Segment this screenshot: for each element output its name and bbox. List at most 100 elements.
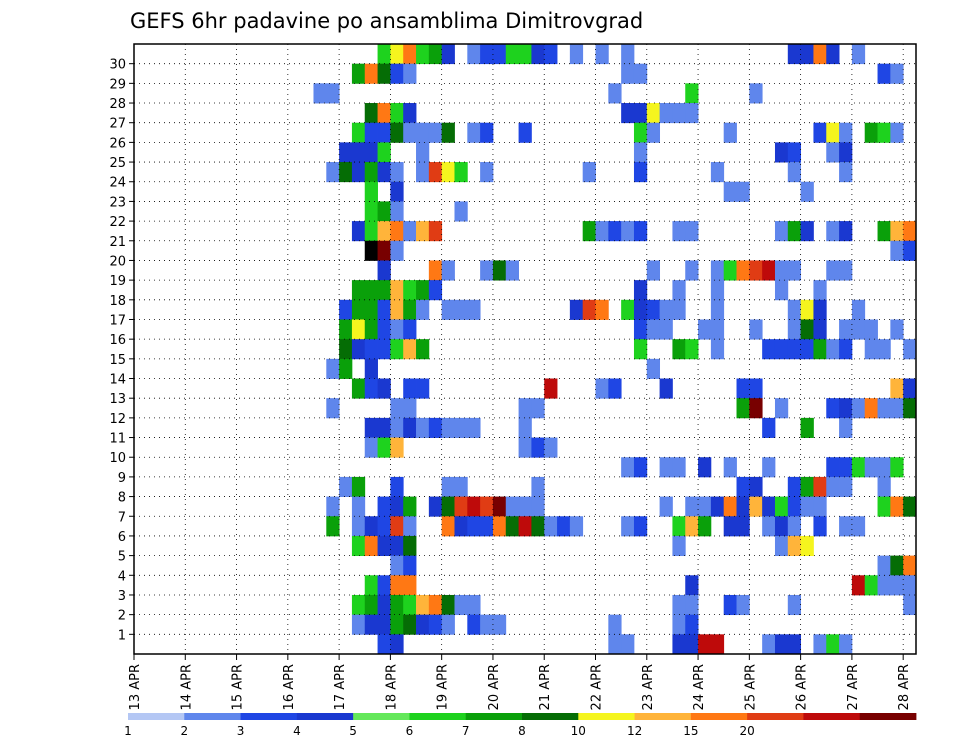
heatmap-cell — [377, 378, 391, 399]
x-tick-label: 17 APR — [333, 664, 348, 710]
heatmap-cell — [659, 319, 673, 340]
y-tick-label: 6 — [118, 530, 126, 545]
heatmap-cell — [557, 516, 571, 537]
y-tick-label: 21 — [109, 235, 126, 250]
heatmap-cell — [416, 162, 430, 183]
heatmap-cell — [403, 378, 417, 399]
heatmap-cell — [531, 516, 545, 537]
heatmap-cell — [480, 260, 494, 281]
heatmap-cell — [710, 339, 725, 360]
heatmap-cell — [454, 594, 468, 616]
heatmap-cell — [544, 516, 558, 537]
heatmap-cell — [377, 280, 391, 301]
heatmap-cell — [351, 476, 366, 497]
heatmap-cell — [851, 299, 866, 320]
heatmap-cell — [890, 555, 904, 576]
heatmap-cell — [364, 299, 378, 320]
heatmap-cell — [377, 319, 391, 340]
heatmap-cell — [377, 516, 391, 537]
heatmap-cell — [826, 476, 840, 497]
heatmap-cell — [774, 634, 789, 655]
heatmap-cell — [633, 319, 648, 340]
heatmap-cell — [351, 516, 366, 537]
heatmap-cell — [364, 516, 378, 537]
heatmap-cell — [505, 496, 519, 517]
heatmap-cell — [416, 280, 430, 301]
heatmap-cell — [646, 319, 661, 340]
heatmap-cell — [633, 142, 648, 163]
heatmap-cell — [633, 280, 648, 301]
heatmap-cell — [582, 162, 596, 183]
heatmap-cell — [505, 260, 519, 281]
heatmap-cell — [903, 240, 917, 261]
heatmap-cell — [736, 594, 750, 616]
heatmap-cell — [787, 299, 802, 320]
heatmap-cell — [531, 496, 545, 517]
heatmap-cell — [633, 516, 648, 537]
heatmap-cell — [428, 280, 443, 301]
heatmap-cell — [672, 634, 686, 655]
heatmap-cell — [377, 221, 391, 242]
heatmap-cell — [762, 339, 776, 360]
heatmap-cell — [377, 437, 391, 458]
heatmap-cell — [749, 496, 763, 517]
heatmap-cell — [377, 496, 391, 517]
heatmap-cell — [864, 122, 878, 143]
heatmap-cell — [390, 339, 404, 360]
heatmap-cell — [839, 476, 853, 497]
heatmap-cell — [326, 398, 340, 419]
heatmap-cell — [685, 103, 699, 124]
heatmap-cell — [864, 457, 878, 478]
heatmap-cell — [864, 575, 878, 596]
heatmap-cell — [364, 162, 378, 183]
heatmap-cell — [492, 516, 507, 537]
heatmap-cell — [800, 221, 814, 242]
legend-label: 4 — [293, 724, 301, 738]
y-tick-label: 3 — [118, 589, 126, 604]
heatmap-cell — [659, 496, 673, 517]
heatmap-cell — [531, 44, 545, 65]
heatmap-cell — [403, 614, 417, 635]
heatmap-cell — [416, 221, 430, 242]
heatmap-cell — [428, 614, 443, 635]
heatmap-cell — [441, 162, 455, 183]
heatmap-cell — [621, 63, 635, 84]
heatmap-cell — [633, 162, 648, 183]
heatmap-cell — [685, 516, 699, 537]
heatmap-cell — [416, 44, 430, 65]
x-tick-label: 14 APR — [179, 664, 194, 710]
heatmap-cell — [800, 299, 814, 320]
heatmap-cell — [710, 319, 725, 340]
heatmap-cell — [351, 614, 366, 635]
heatmap-cell — [390, 575, 404, 596]
heatmap-cell — [813, 516, 827, 537]
heatmap-cell — [377, 299, 391, 320]
heatmap-cell — [877, 221, 891, 242]
heatmap-cell — [351, 594, 366, 616]
heatmap-cell — [633, 221, 648, 242]
heatmap-cell — [351, 378, 366, 399]
heatmap-cell — [339, 142, 353, 163]
heatmap-cell — [492, 44, 507, 65]
y-tick-label: 7 — [118, 510, 126, 525]
heatmap-cell — [749, 476, 763, 497]
heatmap-cell — [710, 260, 725, 281]
heatmap-cell — [826, 142, 840, 163]
y-tick-label: 10 — [109, 451, 126, 466]
legend-swatch — [747, 713, 804, 720]
heatmap-cell — [774, 496, 789, 517]
heatmap-cell — [608, 221, 622, 242]
legend-swatch — [690, 713, 748, 720]
heatmap-cell — [877, 476, 891, 497]
heatmap-cell — [774, 280, 789, 301]
heatmap-cell — [364, 437, 378, 458]
heatmap-cell — [390, 476, 404, 497]
heatmap-cell — [390, 594, 404, 616]
heatmap-cell — [813, 339, 827, 360]
heatmap-cell — [390, 417, 404, 438]
heatmap-cell — [646, 122, 661, 143]
y-tick-label: 11 — [109, 432, 126, 447]
heatmap-cell — [364, 240, 378, 261]
heatmap-cell — [736, 476, 750, 497]
heatmap-cell — [390, 63, 404, 84]
